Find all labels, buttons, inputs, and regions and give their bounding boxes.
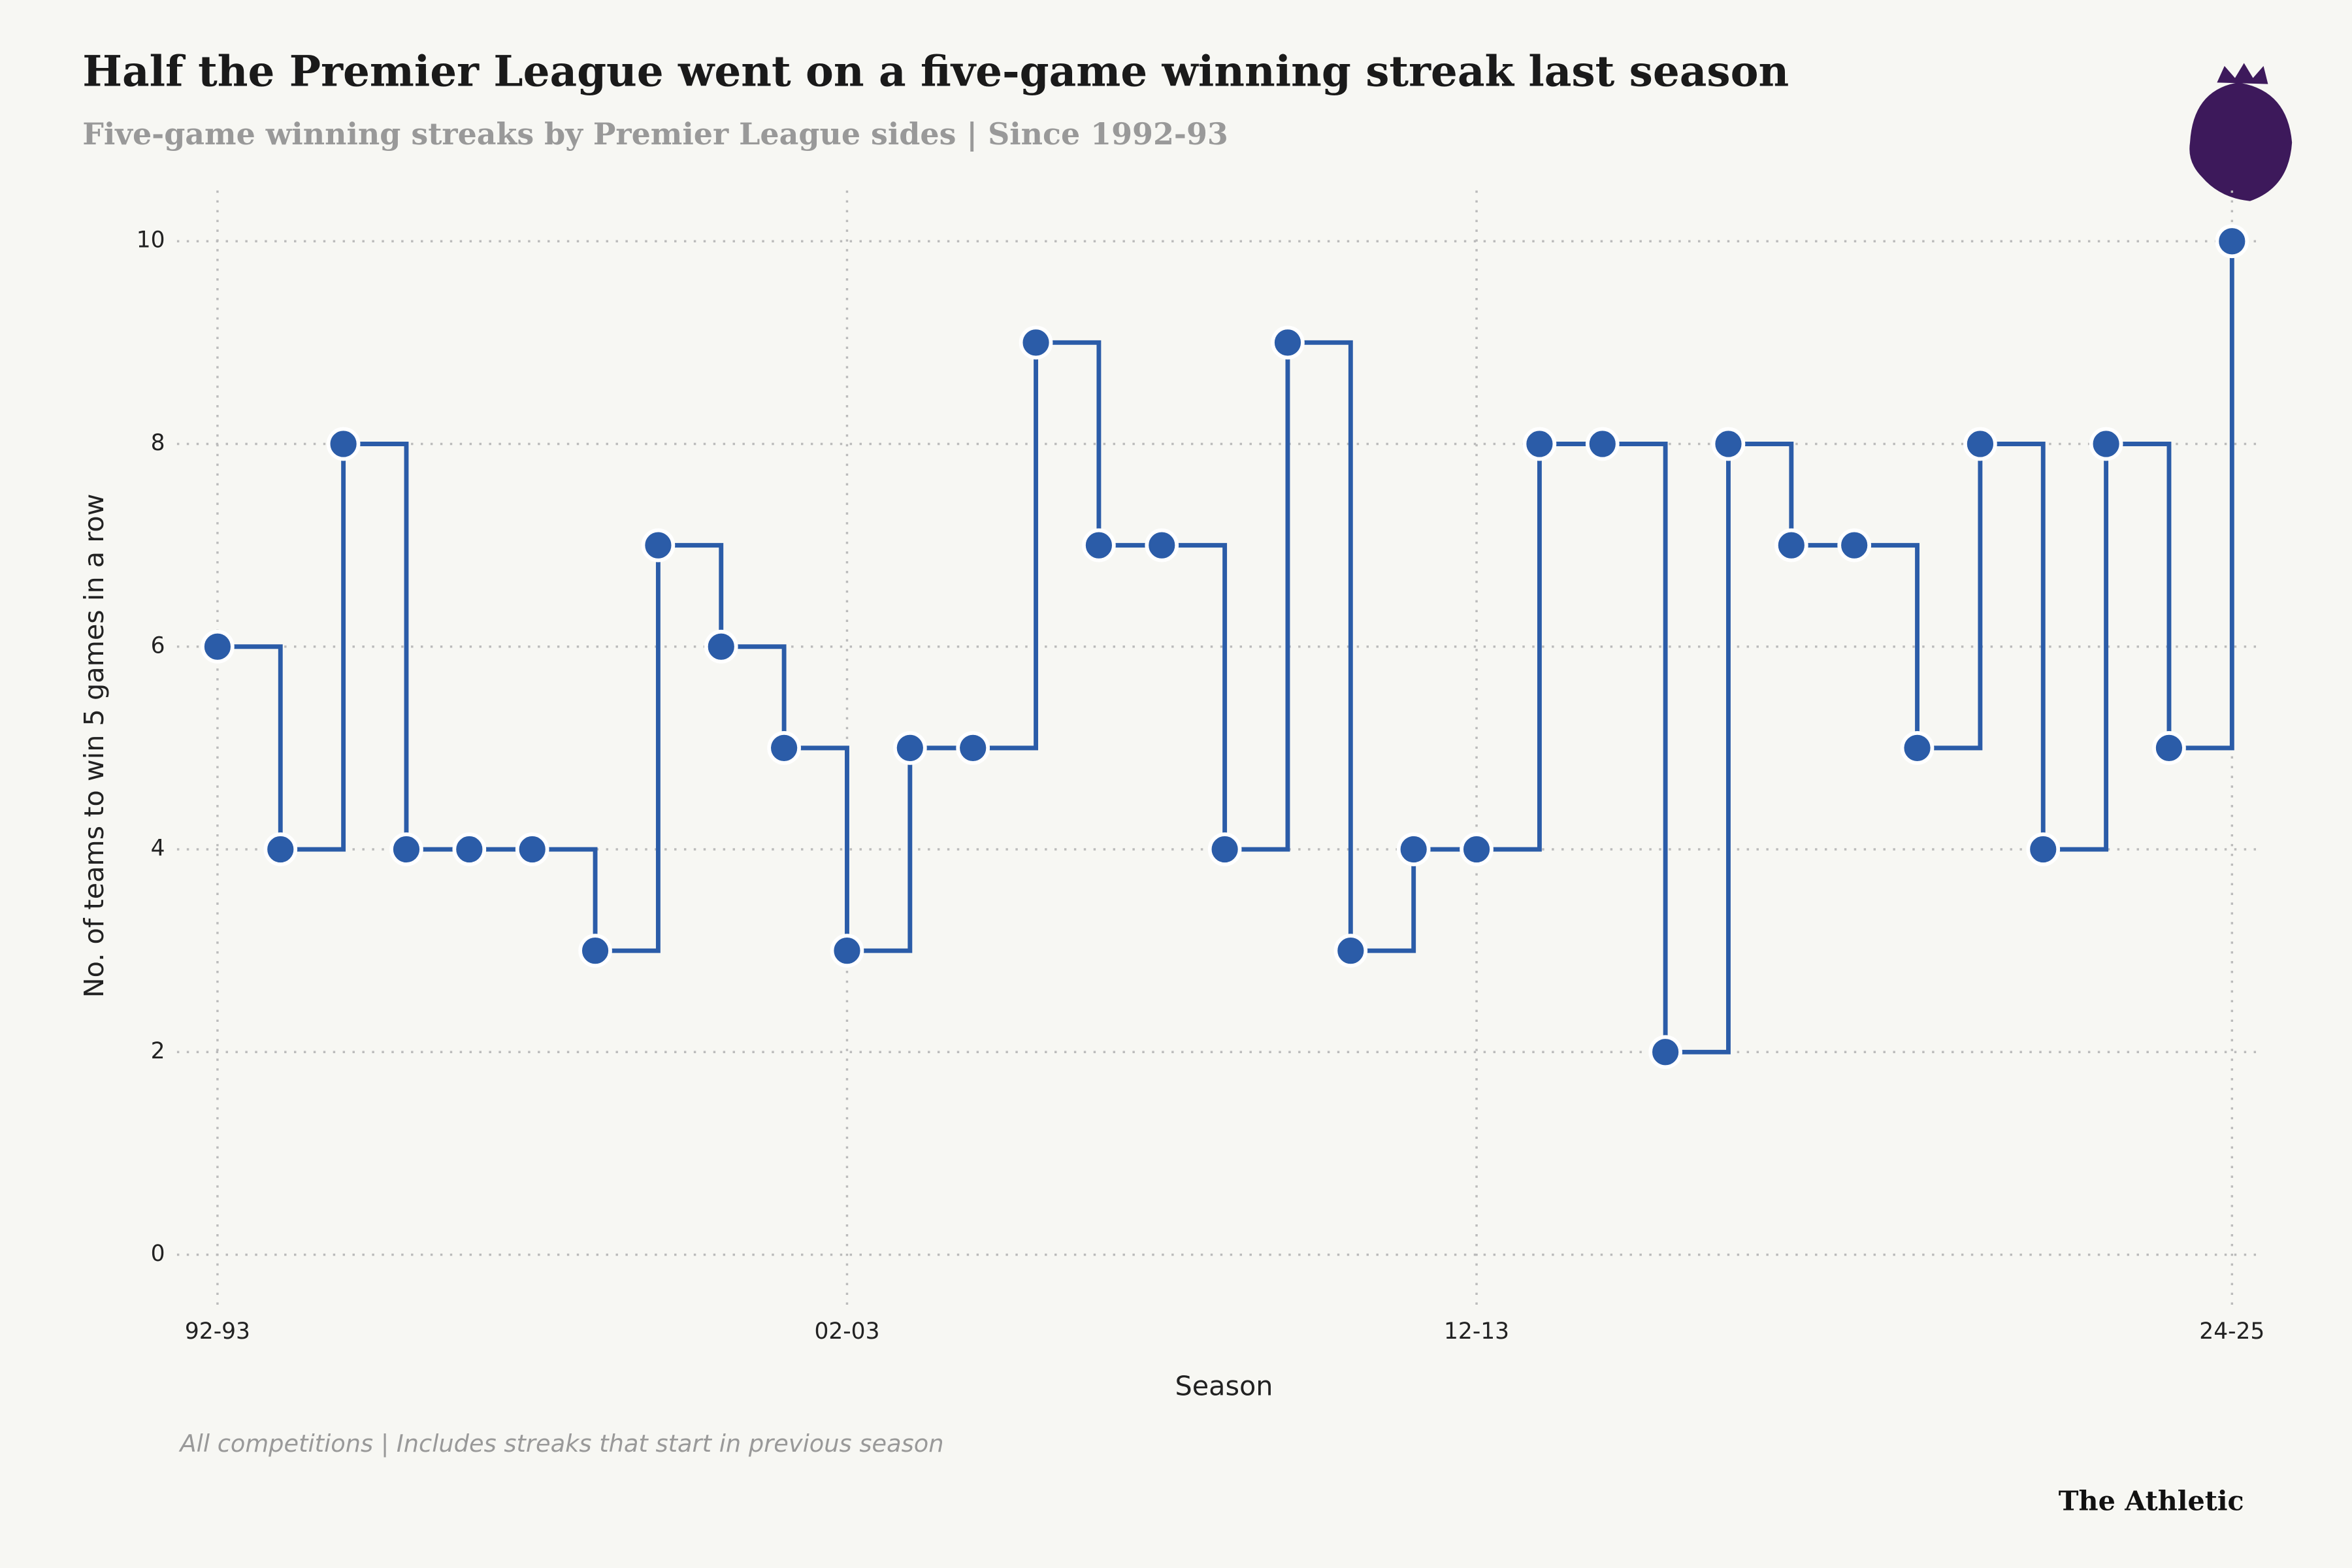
point: [1648, 1035, 1682, 1070]
point: [1963, 427, 1997, 461]
point: [1271, 325, 1305, 360]
point: [452, 832, 487, 866]
point: [1774, 528, 1808, 563]
point: [1585, 427, 1620, 461]
point: [326, 427, 361, 461]
point: [704, 629, 738, 664]
source: The Athletic: [2059, 1485, 2244, 1517]
point: [389, 832, 423, 866]
point: [515, 832, 549, 866]
y-tick-label: 10: [137, 227, 165, 253]
point: [1837, 528, 1872, 563]
chart-subtitle: Five-game winning streaks by Premier Lea…: [82, 116, 1228, 152]
x-tick-label: 02-03: [814, 1318, 879, 1345]
x-tick-label: 24-25: [2199, 1318, 2264, 1345]
point: [767, 731, 801, 765]
y-tick-label: 2: [151, 1038, 165, 1064]
point: [830, 934, 864, 968]
point: [956, 731, 990, 765]
point: [1396, 832, 1431, 866]
y-tick-label: 4: [151, 836, 165, 862]
footnote: All competitions | Includes streaks that…: [179, 1429, 944, 1458]
point: [1333, 934, 1368, 968]
point: [1145, 528, 1179, 563]
point: [893, 731, 927, 765]
y-axis-title: No. of teams to win 5 games in a row: [78, 494, 110, 998]
point: [641, 528, 676, 563]
point: [578, 934, 612, 968]
chart-title: Half the Premier League went on a five-g…: [82, 47, 1789, 96]
y-tick-label: 6: [151, 632, 165, 659]
point: [2215, 224, 2249, 259]
x-tick-label: 92-93: [185, 1318, 250, 1345]
point: [1019, 325, 1053, 360]
point: [1082, 528, 1116, 563]
point: [1522, 427, 1557, 461]
step-line: [217, 241, 2234, 1054]
point: [2152, 731, 2186, 765]
point: [263, 832, 298, 866]
point: [1460, 832, 1494, 866]
point: [201, 629, 235, 664]
league-logo: [2189, 63, 2293, 201]
point: [1207, 832, 1242, 866]
y-tick-label: 0: [151, 1241, 165, 1267]
point: [2089, 427, 2123, 461]
point: [2026, 832, 2061, 866]
point: [1711, 427, 1746, 461]
x-tick-label: 12-13: [1444, 1318, 1509, 1345]
y-tick-label: 8: [151, 430, 165, 456]
point: [1900, 731, 1935, 765]
x-axis-title: Season: [1175, 1370, 1273, 1401]
